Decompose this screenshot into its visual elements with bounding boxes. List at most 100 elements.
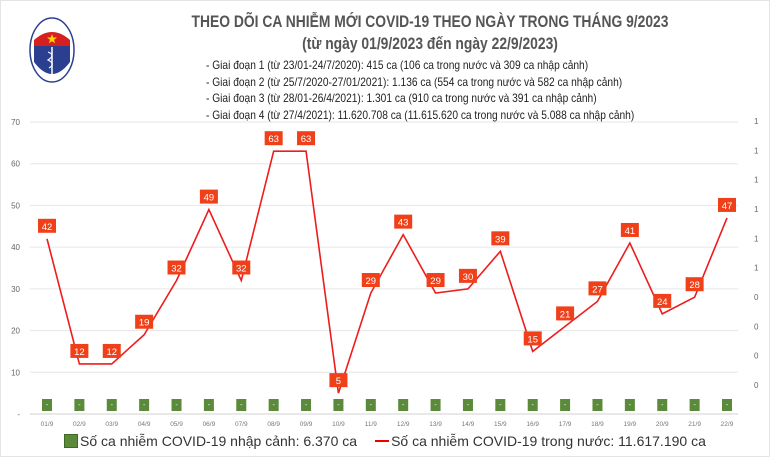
bar-label: -: [596, 402, 599, 409]
x-tick-label: 02/9: [73, 421, 86, 428]
data-label-box: [264, 131, 283, 146]
y-right-tick-label: 1: [754, 176, 759, 185]
bar: [624, 399, 635, 411]
data-label-box: [718, 197, 736, 212]
data-label-box: [588, 281, 607, 296]
y-right-tick-label: 0: [754, 322, 759, 331]
phase-1: - Giai đoạn 1 (từ 23/01-24/7/2020): 415 …: [206, 58, 589, 72]
data-label: 27: [592, 284, 603, 295]
legend-label-domestic: Số ca nhiễm COVID-19 trong nước: 11.617.…: [391, 433, 706, 449]
x-tick-label: 17/9: [559, 421, 572, 428]
ministry-of-health-logo: [29, 17, 75, 83]
data-label: 19: [139, 318, 150, 329]
bar-label: -: [78, 402, 81, 409]
data-label-box: [491, 231, 510, 246]
data-label-box: [361, 273, 380, 288]
bar-label: -: [693, 402, 696, 409]
bar: [268, 399, 279, 411]
phase-summary: - Giai đoạn 1 (từ 23/01-24/7/2020): 415 …: [206, 57, 634, 123]
data-label: 24: [657, 297, 668, 308]
chart-subtitle: (từ ngày 01/9/2023 đến ngày 22/9/2023): [302, 35, 558, 53]
bar-label: -: [175, 402, 178, 409]
y-right-tick-label: 1: [754, 117, 759, 126]
y-right-tick-label: 1: [754, 234, 759, 243]
bar-label: -: [532, 402, 535, 409]
x-tick-label: 08/9: [267, 421, 280, 428]
data-label: 47: [722, 201, 733, 212]
bar: [495, 399, 506, 411]
bar: [722, 399, 732, 411]
bar-label: -: [564, 402, 567, 409]
data-label: 42: [42, 222, 53, 233]
data-label-box: [199, 189, 218, 204]
data-label-box: [167, 260, 186, 275]
bar-label: -: [111, 402, 114, 409]
bar-label: -: [499, 402, 502, 409]
y-left-tick-label: 10: [11, 368, 20, 377]
bar-label: -: [337, 402, 340, 409]
data-label: 15: [527, 334, 538, 345]
x-tick-label: 15/9: [494, 421, 507, 428]
chart-title: THEO DÕI CA NHIỄM MỚI COVID-19 THEO NGÀY…: [191, 13, 669, 31]
x-tick-label: 03/9: [105, 421, 118, 428]
x-tick-label: 21/9: [688, 421, 701, 428]
data-label: 39: [495, 234, 506, 245]
bar: [171, 399, 182, 411]
data-label-box: [135, 314, 154, 329]
y-right-tick-label: 1: [754, 264, 759, 273]
data-label: 12: [106, 347, 117, 358]
bar: [74, 399, 85, 411]
y-left-tick-label: 60: [11, 160, 20, 169]
bar-label: -: [370, 402, 373, 409]
data-label: 21: [560, 309, 571, 320]
x-tick-label: 22/9: [721, 421, 734, 428]
bar: [560, 399, 571, 411]
y-right-tick-label: 0: [754, 293, 759, 302]
legend-label-imported: Số ca nhiễm COVID-19 nhập cảnh: 6.370 ca: [80, 433, 358, 449]
bar-label: -: [726, 402, 729, 409]
bar-label: -: [46, 402, 49, 409]
x-tick-label: 14/9: [462, 421, 475, 428]
legend-swatch-bar: [64, 434, 78, 448]
bar-label: -: [434, 402, 437, 409]
bar-label: -: [272, 402, 275, 409]
y-left-tick-label: 70: [11, 118, 20, 127]
data-label: 30: [463, 272, 474, 283]
data-label-box: [394, 214, 413, 229]
data-label-box: [297, 131, 316, 146]
y-right-tick-label: 0: [754, 381, 759, 390]
data-label-box: [458, 268, 477, 283]
data-label: 29: [430, 276, 441, 287]
bar: [236, 399, 247, 411]
legend: Số ca nhiễm COVID-19 nhập cảnh: 6.370 ca…: [64, 433, 706, 449]
data-label-box: [38, 218, 56, 233]
data-label: 5: [336, 376, 341, 387]
data-label: 63: [301, 134, 312, 145]
y-left-tick-label: 40: [11, 243, 20, 252]
x-tick-label: 01/9: [41, 421, 54, 428]
x-tick-label: 04/9: [138, 421, 151, 428]
bar-label: -: [143, 402, 146, 409]
bar: [301, 399, 312, 411]
y-left-tick-label: 50: [11, 201, 20, 210]
data-label-box: [556, 306, 575, 321]
data-label-box: [523, 331, 542, 346]
bar: [592, 399, 603, 411]
domestic-cases-line: [46, 150, 728, 394]
y-right-tick-label: 1: [754, 146, 759, 155]
data-label: 28: [689, 280, 700, 291]
x-tick-label: 19/9: [624, 421, 637, 428]
x-tick-label: 16/9: [526, 421, 539, 428]
x-tick-label: 07/9: [235, 421, 248, 428]
bar-label: -: [208, 402, 211, 409]
bar: [462, 399, 473, 411]
x-tick-label: 10/9: [332, 421, 345, 428]
bar: [42, 399, 52, 411]
y-right-tick-label: 0: [754, 352, 759, 361]
bar-label: -: [661, 402, 664, 409]
data-label-box: [653, 293, 672, 308]
bar: [203, 399, 214, 411]
bar-label: -: [240, 402, 243, 409]
x-tick-label: 09/9: [300, 421, 313, 428]
